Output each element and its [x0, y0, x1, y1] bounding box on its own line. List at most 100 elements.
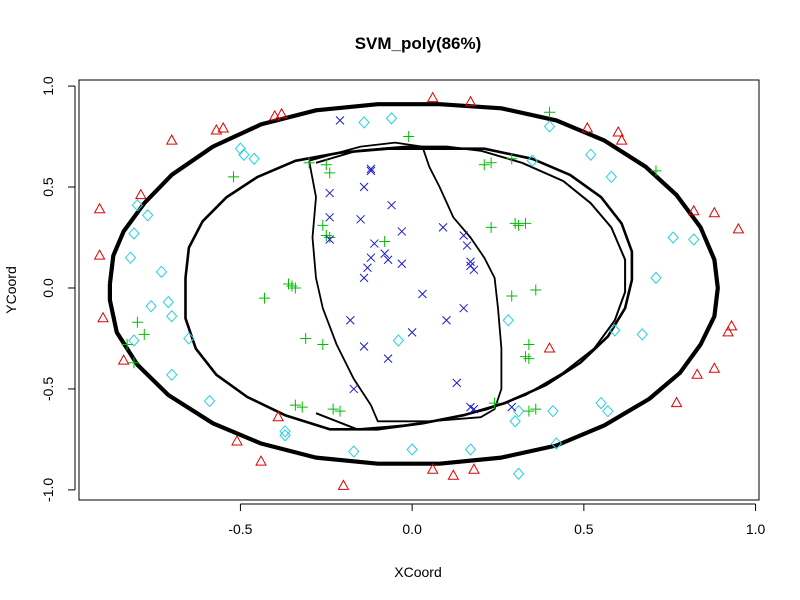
diamond-point: [155, 265, 168, 279]
diamond-point: [595, 396, 607, 410]
plus-point: [489, 397, 501, 409]
triangle-point: [691, 368, 704, 379]
x-axis: -0.5 0.0 0.5 1.0: [228, 503, 766, 537]
plus-point: [478, 159, 490, 171]
plus-point: [506, 290, 518, 302]
x-tick-label: 1.0: [746, 521, 766, 537]
y-tick-label: 0.0: [40, 278, 56, 298]
x-axis-label: XCoord: [394, 564, 441, 580]
plus-point: [379, 236, 391, 248]
diamond-point: [502, 314, 514, 327]
plot-frame: [78, 79, 760, 501]
diamond-point: [392, 334, 405, 347]
triangle-point: [468, 463, 480, 474]
cross-point: [345, 315, 355, 325]
triangle-point: [581, 121, 594, 133]
x-tick-label: -0.5: [228, 521, 252, 537]
plus-point: [523, 339, 535, 351]
cross-point: [466, 257, 475, 267]
diamond-point: [464, 443, 477, 456]
plus-point: [485, 221, 497, 233]
triangle-point: [615, 134, 628, 145]
diamond-point: [183, 332, 195, 345]
cross-point: [363, 263, 372, 273]
diamond-point: [650, 271, 662, 285]
plus-point: [138, 328, 150, 340]
triangle-point: [722, 325, 734, 337]
cross-point: [349, 384, 359, 394]
diamond-point: [145, 299, 157, 313]
triangle-point: [426, 463, 439, 474]
decision-boundaries: [107, 102, 720, 466]
diamond-point: [142, 209, 154, 222]
boundary-line-1: [107, 102, 720, 466]
boundary-line-4: [308, 141, 503, 423]
diamond-point: [234, 142, 247, 155]
plus-point: [519, 217, 531, 229]
diamond-point: [162, 295, 174, 309]
y-tick-label: 1.0: [40, 76, 56, 96]
plus-point: [296, 401, 308, 413]
diamond-point: [166, 310, 178, 323]
triangle-point: [231, 434, 243, 446]
triangle-point: [732, 222, 745, 234]
diamond-point: [602, 404, 614, 418]
triangle-point: [708, 362, 721, 373]
diamond-point: [550, 437, 563, 450]
triangle-point: [687, 204, 700, 216]
y-tick-label: -0.5: [40, 377, 56, 401]
triangle-point: [134, 188, 147, 200]
triangle-point: [612, 125, 625, 137]
cross-point: [366, 164, 376, 174]
plus-point: [650, 165, 662, 177]
cross-point: [359, 182, 369, 192]
plus-point: [317, 339, 329, 351]
cross-point: [469, 404, 479, 414]
cross-point: [383, 354, 393, 364]
boundary-line-3: [315, 145, 627, 431]
triangle-point: [255, 455, 267, 466]
cross-point: [325, 235, 335, 244]
cross-point: [383, 255, 393, 265]
plus-point: [121, 339, 133, 351]
triangle-point: [117, 354, 130, 365]
diamond-point: [385, 112, 398, 125]
plus-point: [485, 157, 497, 169]
triangle-point: [93, 202, 106, 214]
diamond-point: [238, 148, 250, 161]
cross-point: [507, 402, 517, 412]
cross-point: [370, 239, 379, 248]
plus-point: [131, 316, 143, 328]
plus-point: [128, 357, 140, 369]
diamond-point: [585, 148, 597, 161]
triangle-point: [543, 342, 556, 353]
diamond-point: [688, 233, 700, 246]
cross-point: [397, 227, 407, 236]
triangle-point: [426, 91, 439, 103]
diamond-point: [512, 467, 525, 480]
diamond-point: [348, 445, 360, 458]
diamond-point: [279, 429, 291, 442]
diamond-point: [279, 425, 291, 438]
y-tick-label: -1.0: [40, 478, 56, 502]
cross-point: [356, 214, 365, 224]
cross-point: [438, 223, 448, 232]
triangle-point: [272, 410, 285, 422]
y-tick-label: 0.5: [40, 177, 56, 197]
cross-point: [397, 259, 407, 269]
plus-point: [289, 282, 301, 294]
cross-point: [442, 315, 451, 325]
plus-point: [258, 292, 270, 304]
diamond-point: [131, 198, 144, 212]
cross-point: [359, 342, 369, 351]
plus-point: [327, 403, 339, 415]
plus-point: [300, 332, 312, 344]
diamond-point: [406, 443, 418, 456]
cross-point: [380, 249, 390, 259]
triangle-point: [725, 319, 738, 331]
diamond-point: [543, 120, 556, 133]
plus-point: [523, 405, 535, 417]
cross-point: [366, 253, 376, 263]
cross-point: [325, 212, 335, 222]
